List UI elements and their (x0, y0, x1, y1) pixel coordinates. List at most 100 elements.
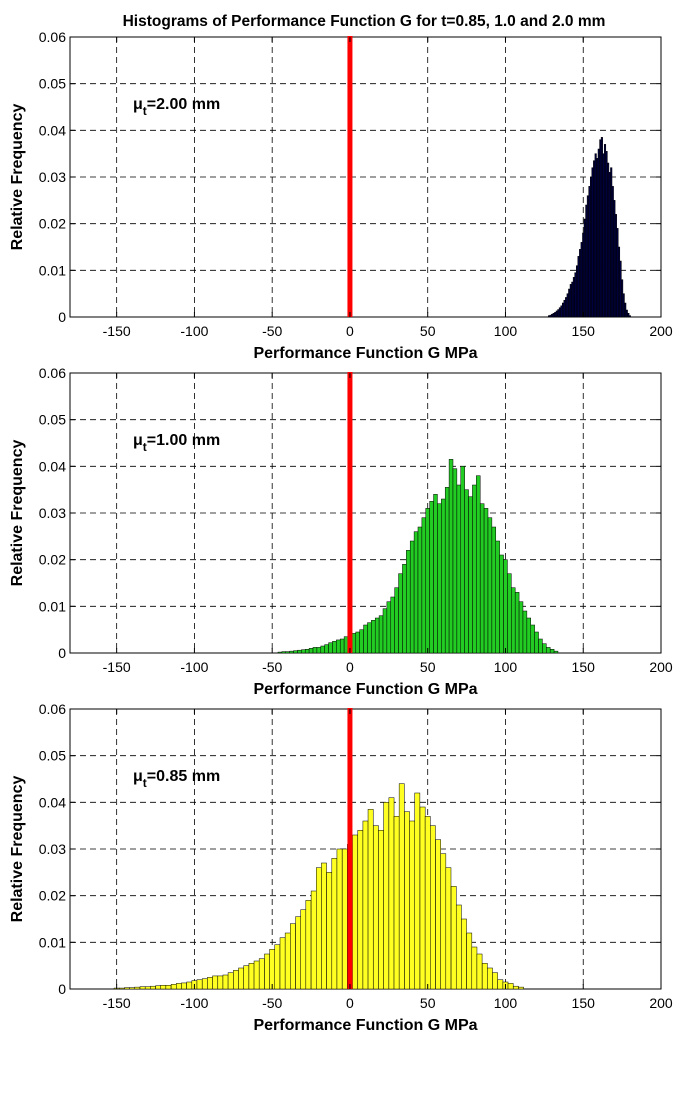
histogram-bar (456, 484, 462, 654)
histogram-bar (476, 953, 483, 990)
annotation-subscript: t (143, 776, 147, 790)
histogram-bar (316, 647, 322, 654)
histogram-bar (444, 487, 450, 654)
x-tick-label: 200 (649, 659, 673, 675)
histogram-bar (150, 985, 156, 990)
histogram-bar (402, 564, 407, 654)
histogram-bar (534, 631, 539, 654)
histogram-bar (553, 650, 559, 654)
x-tick-label: 150 (572, 995, 596, 1011)
x-tick-label: 100 (494, 659, 518, 675)
histogram-bar (281, 651, 287, 654)
x-tick-label: -150 (103, 659, 131, 675)
histogram-bar (464, 489, 469, 654)
histogram-bar (324, 644, 329, 654)
x-tick-label: -50 (262, 323, 282, 339)
histogram-bar (155, 985, 162, 990)
x-tick-label: 100 (494, 995, 518, 1011)
histogram-bar (518, 986, 524, 990)
y-axis-label: Relative Frequency (9, 104, 26, 251)
y-tick-label: 0.02 (39, 552, 66, 568)
y-tick-label: 0.06 (39, 701, 66, 717)
histogram-bar (290, 923, 296, 990)
histogram-bar (406, 550, 411, 654)
x-tick-label: -150 (103, 323, 131, 339)
x-tick-label: 150 (572, 323, 596, 339)
histogram-bar (386, 601, 392, 654)
histogram-bar (390, 596, 395, 654)
panels: -150 -100 -50 0 50 100 150 200 0 0.01 0.02 0.03 0.04… (9, 29, 673, 1034)
annotation-subscript: t (143, 440, 147, 454)
x-axis-label: Performance Function G MPa (253, 345, 477, 362)
histogram-bar (284, 932, 291, 990)
histogram-bar (253, 960, 260, 990)
x-tick-label: -150 (103, 995, 131, 1011)
mean-thickness-annotation: μt=0.85 mm (133, 768, 220, 790)
histogram-bar (483, 508, 489, 654)
histogram-bar (441, 498, 446, 654)
x-tick-label: 0 (346, 995, 354, 1011)
histogram-bar (378, 830, 384, 990)
y-tick-label: 0.01 (39, 934, 66, 950)
histogram-bar (305, 900, 312, 990)
histogram-bar (336, 848, 343, 990)
histogram-bar (328, 642, 333, 654)
histogram-bar (430, 825, 436, 990)
histogram-bar (513, 985, 519, 990)
histogram-bar (316, 867, 322, 990)
histogram-bar (526, 617, 531, 654)
histogram-bar (461, 918, 467, 990)
histogram-bar (332, 641, 337, 654)
histogram-bar (417, 526, 423, 654)
histogram-bar (357, 830, 364, 990)
histogram-bar (450, 886, 457, 990)
y-tick-label: 0.01 (39, 598, 66, 614)
histogram-bar (304, 649, 310, 654)
histogram-bar (468, 496, 473, 654)
histogram-bar (437, 503, 442, 654)
histogram-bar (355, 631, 360, 654)
histogram-bar (452, 468, 458, 654)
histogram-bar (274, 944, 281, 990)
histogram-bar (176, 983, 182, 990)
histogram-bar (352, 834, 358, 990)
histogram-bar (293, 650, 298, 654)
histogram-bar (165, 985, 172, 990)
x-tick-label: 0 (346, 323, 354, 339)
histogram-bar (343, 636, 349, 654)
histogram-bar (455, 904, 462, 990)
annotation-value: =1.00 mm (147, 432, 220, 449)
x-axis-label: Performance Function G MPa (253, 681, 477, 698)
histogram-bar (435, 839, 441, 990)
histogram-bar (476, 475, 481, 654)
chart-title: Histograms of Performance Function G for… (123, 13, 606, 30)
y-tick-label: 0.03 (39, 505, 66, 521)
histogram-bar (518, 601, 524, 654)
histogram-bar (363, 624, 368, 654)
histogram-bar (514, 592, 520, 654)
x-tick-label: -100 (180, 323, 208, 339)
histogram-bar (118, 987, 125, 990)
histogram-bar (160, 985, 167, 990)
histogram-bar (491, 526, 497, 654)
histogram-bar (367, 622, 372, 654)
histogram-bar (310, 890, 317, 990)
mean-thickness-annotation: μt=2.00 mm (133, 96, 220, 118)
histogram-bar (413, 531, 419, 654)
histogram-bar (445, 867, 452, 990)
histogram-bar (378, 615, 384, 654)
histogram-bar (351, 633, 357, 654)
x-tick-label: 200 (649, 995, 673, 1011)
annotation-symbol: μ (133, 432, 143, 449)
annotation-symbol: μ (133, 96, 143, 113)
histogram-bar (503, 559, 508, 654)
y-tick-label: 0.05 (39, 76, 66, 92)
histogram-bar (362, 820, 369, 990)
histogram-bar (542, 643, 547, 654)
y-tick-label: 0.02 (39, 888, 66, 904)
histogram-bar (492, 972, 498, 990)
annotation-symbol: μ (133, 768, 143, 785)
histogram-bar (371, 620, 376, 654)
y-tick-label: 0.05 (39, 412, 66, 428)
x-tick-label: 0 (346, 659, 354, 675)
